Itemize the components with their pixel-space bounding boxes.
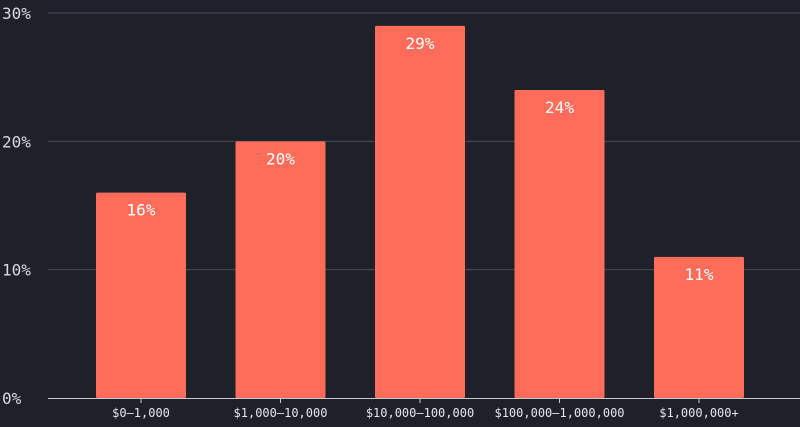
data-label: 24% (545, 98, 574, 117)
y-tick-label: 20% (2, 132, 31, 151)
x-tick-label: $1,000,000+ (659, 406, 738, 420)
x-tick-label: $0–1,000 (112, 406, 170, 420)
data-label: 20% (266, 149, 295, 168)
axes (48, 398, 800, 403)
data-label: 16% (127, 201, 156, 220)
bars (96, 25, 744, 399)
x-tick-label: $10,000–100,000 (366, 406, 474, 420)
y-tick-label: 30% (2, 4, 31, 23)
bar-3 (514, 90, 605, 398)
y-tick-label: 0% (2, 389, 22, 408)
data-label: 11% (685, 265, 714, 284)
bar-0 (96, 192, 186, 398)
labels: 0% 10% 20% 30% $0–1,000 16% $1,000–10,000 20% $1… (2, 4, 739, 420)
x-tick-label: $100,000–1,000,000 (494, 406, 624, 420)
bar-1 (235, 141, 326, 399)
data-label: 29% (406, 34, 435, 53)
y-tick-label: 10% (2, 261, 31, 280)
bar-4 (654, 256, 744, 398)
x-tick-label: $1,000–10,000 (234, 406, 328, 420)
bar-2 (375, 25, 465, 398)
